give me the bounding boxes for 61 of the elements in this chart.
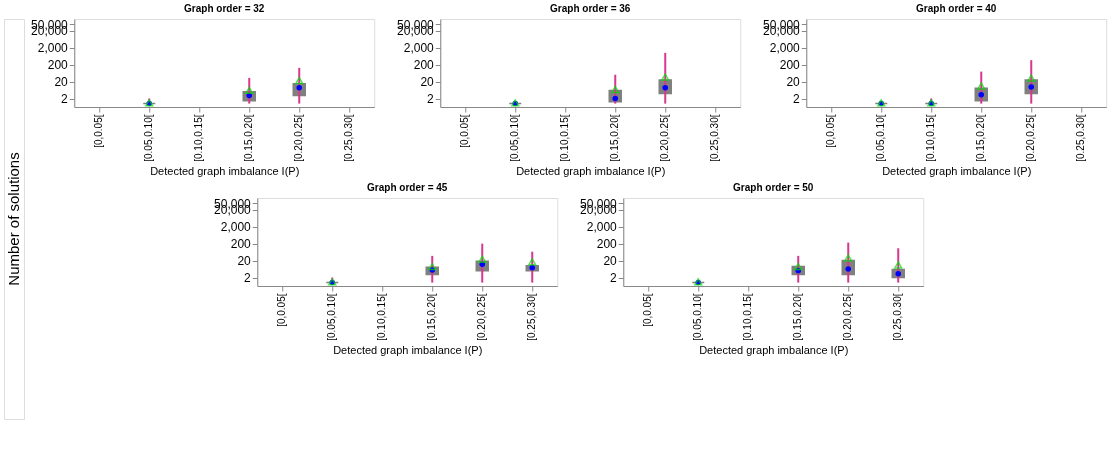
y-tick-label: 200 xyxy=(413,58,435,73)
x-tick-label: [0.05,0.10[ xyxy=(509,114,521,162)
y-tick-label: 2,000 xyxy=(403,41,435,56)
x-tick-label: [0.05,0.10[ xyxy=(326,293,338,341)
x-tick-label: [0.20,0.25[ xyxy=(476,293,488,341)
x-tick-label: [0.15,0.20[ xyxy=(609,114,621,162)
y-tick-label: 2,000 xyxy=(220,220,252,235)
x-tick-label: [0.20,0.25[ xyxy=(1025,114,1037,162)
x-tick-label: [0.05,0.10[ xyxy=(875,114,887,162)
y-tick-label: 2 xyxy=(61,92,69,107)
x-axis-title: Detected graph imbalance I(P) xyxy=(882,164,1032,177)
y-tick-label: 2 xyxy=(793,92,801,107)
x-tick-label: [0,0.05[ xyxy=(459,114,471,148)
y-tick-label: 200 xyxy=(596,237,618,252)
x-tick-label: [0.20,0.25[ xyxy=(842,293,854,341)
x-tick-label: [0.25,0.30[ xyxy=(709,114,721,162)
y-tick-label: 2,000 xyxy=(586,220,618,235)
y-tick-label: 20 xyxy=(420,75,435,90)
x-tick-label: [0,0.05[ xyxy=(642,293,654,327)
y-tick-label: 200 xyxy=(779,58,801,73)
x-tick-label: [0.20,0.25[ xyxy=(659,114,671,162)
x-tick-label: [0.05,0.10[ xyxy=(143,114,155,162)
y-tick-label: 2,000 xyxy=(37,41,69,56)
y-tick-label: 20 xyxy=(237,254,252,269)
x-tick-label: [0.10,0.15[ xyxy=(193,114,205,162)
y-tick-label: 2 xyxy=(427,92,435,107)
x-tick-label: [0.10,0.15[ xyxy=(376,293,388,341)
x-tick-label: [0,0.05[ xyxy=(93,114,105,148)
chart-title: Graph order = 45 xyxy=(367,182,448,194)
y-axis-title: Number of solutions xyxy=(5,152,22,286)
x-tick-label: [0.25,0.30[ xyxy=(526,293,538,341)
x-tick-label: [0.25,0.30[ xyxy=(892,293,904,341)
y-tick-label: 2 xyxy=(610,271,618,286)
y-tick-label: 20 xyxy=(786,75,801,90)
x-tick-label: [0,0.05[ xyxy=(276,293,288,327)
x-tick-label: [0.10,0.15[ xyxy=(742,293,754,341)
chart-title: Graph order = 40 xyxy=(916,3,997,15)
x-tick-label: [0.25,0.30[ xyxy=(343,114,355,162)
x-tick-label: [0.25,0.30[ xyxy=(1075,114,1087,162)
x-tick-label: [0.15,0.20[ xyxy=(243,114,255,162)
x-tick-label: [0.10,0.15[ xyxy=(925,114,937,162)
chart-title: Graph order = 36 xyxy=(550,3,631,15)
x-tick-label: [0.15,0.20[ xyxy=(975,114,987,162)
x-tick-label: [0,0.05[ xyxy=(825,114,837,148)
x-tick-label: [0.15,0.20[ xyxy=(792,293,804,341)
y-tick-label: 200 xyxy=(47,58,69,73)
x-tick-label: [0.10,0.15[ xyxy=(559,114,571,162)
x-tick-label: [0.20,0.25[ xyxy=(293,114,305,162)
x-axis-title: Detected graph imbalance I(P) xyxy=(333,343,483,356)
y-tick-label: 20 xyxy=(603,254,618,269)
x-tick-label: [0.15,0.20[ xyxy=(426,293,438,341)
x-axis-title: Detected graph imbalance I(P) xyxy=(150,164,300,177)
x-axis-title: Detected graph imbalance I(P) xyxy=(699,343,849,356)
x-axis-title: Detected graph imbalance I(P) xyxy=(516,164,666,177)
y-tick-label: 200 xyxy=(230,237,252,252)
chart-title: Graph order = 32 xyxy=(184,3,265,15)
y-tick-label: 2 xyxy=(244,271,252,286)
x-tick-label: [0.05,0.10[ xyxy=(692,293,704,341)
y-tick-label: 2,000 xyxy=(769,41,801,56)
chart-title: Graph order = 50 xyxy=(733,182,814,194)
y-tick-label: 20 xyxy=(54,75,69,90)
